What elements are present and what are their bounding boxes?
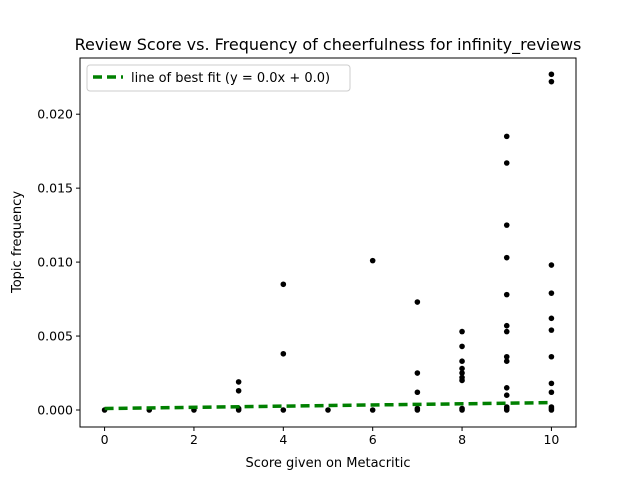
- chart-title: Review Score vs. Frequency of cheerfulne…: [75, 35, 582, 55]
- data-point: [503, 328, 510, 335]
- data-point: [503, 322, 510, 329]
- y-tick-label: 0.015: [37, 181, 73, 196]
- data-point: [459, 358, 465, 364]
- x-tick-label: 8: [458, 432, 466, 447]
- data-point: [459, 407, 465, 413]
- data-point: [548, 380, 555, 387]
- data-point: [414, 370, 421, 376]
- data-point: [414, 407, 421, 413]
- data-point: [548, 353, 555, 360]
- data-point: [503, 222, 510, 228]
- data-point: [503, 407, 510, 413]
- legend-label: line of best fit (y = 0.0x + 0.0): [131, 71, 330, 86]
- y-axis: 0.000 0.005 0.010 0.015 0.020: [37, 107, 80, 417]
- x-axis: 0 2 4 6 8 10: [101, 427, 559, 447]
- data-point: [459, 343, 465, 350]
- data-point: [459, 377, 465, 384]
- data-point: [280, 407, 287, 413]
- data-point: [548, 78, 555, 85]
- data-point: [503, 353, 510, 360]
- data-point: [503, 254, 510, 261]
- data-point: [369, 257, 376, 264]
- data-point: [235, 379, 242, 385]
- data-point: [414, 299, 421, 305]
- y-tick-label: 0.005: [37, 329, 73, 344]
- plot-frame: [79, 57, 577, 428]
- legend: line of best fit (y = 0.0x + 0.0): [86, 64, 351, 92]
- data-point: [548, 290, 555, 296]
- data-point: [548, 262, 555, 268]
- data-point: [280, 281, 287, 288]
- data-point: [548, 389, 555, 396]
- data-point: [503, 385, 510, 391]
- y-tick-label: 0.020: [37, 107, 73, 122]
- x-axis-label: Score given on Metacritic: [245, 456, 410, 471]
- data-point: [280, 350, 287, 357]
- y-tick-label: 0.010: [37, 255, 73, 270]
- x-tick-label: 0: [101, 432, 109, 447]
- data-point: [503, 133, 510, 140]
- y-axis-label: Topic frequency: [10, 191, 25, 294]
- x-tick-label: 6: [369, 432, 377, 447]
- data-point: [548, 407, 555, 413]
- data-point: [548, 71, 555, 78]
- data-point: [414, 389, 421, 396]
- x-tick-label: 4: [279, 432, 287, 447]
- data-point: [503, 392, 510, 399]
- data-point: [369, 407, 376, 413]
- data-point: [548, 327, 555, 333]
- data-point: [459, 328, 465, 335]
- best-fit-line: [104, 400, 552, 411]
- x-tick-label: 2: [190, 432, 198, 447]
- data-point: [503, 291, 510, 298]
- data-point: [503, 358, 510, 364]
- legend-box: [86, 64, 351, 92]
- data-point: [325, 407, 331, 413]
- data-point: [548, 315, 555, 322]
- data-point: [459, 365, 465, 372]
- x-tick-label: 10: [543, 432, 559, 447]
- y-tick-label: 0.000: [37, 402, 73, 417]
- data-point: [235, 387, 242, 394]
- plot-area: [101, 71, 555, 413]
- data-point: [459, 370, 465, 376]
- data-point: [503, 160, 510, 166]
